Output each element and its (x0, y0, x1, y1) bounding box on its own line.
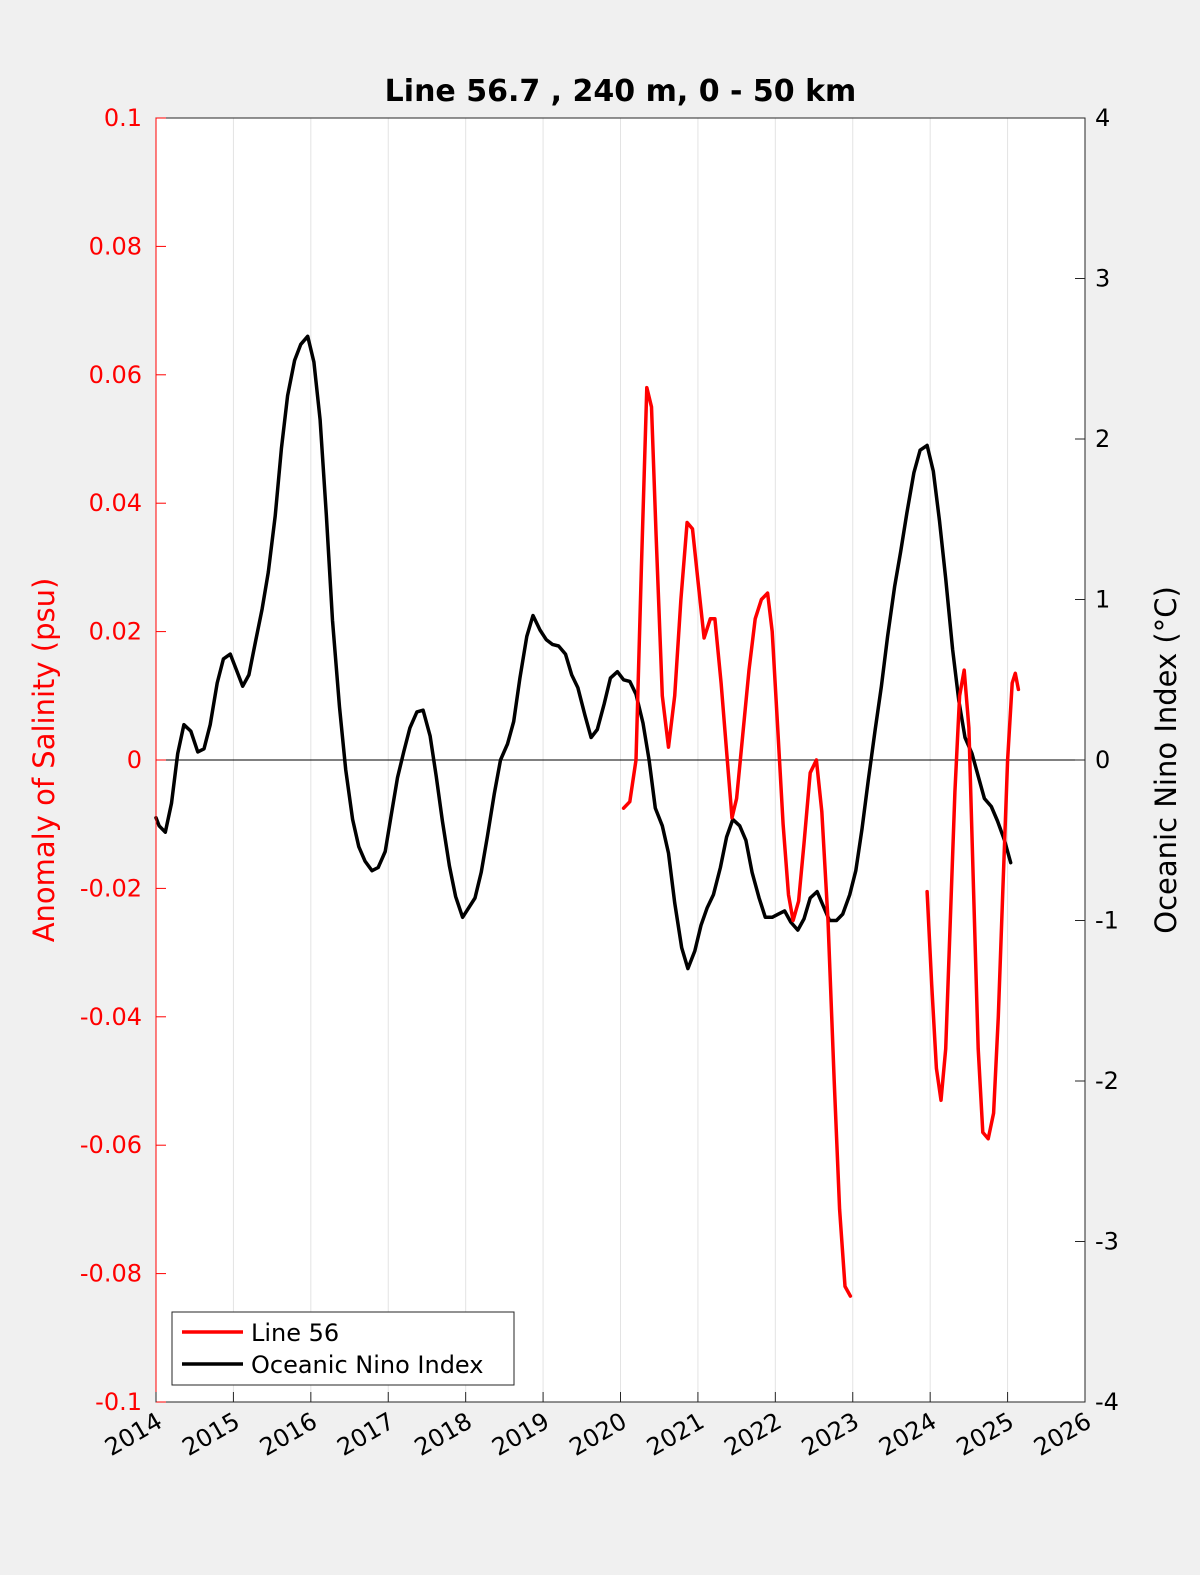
left-tick-label--0.06: -0.06 (80, 1131, 142, 1159)
x-tick-label-2016: 2016 (255, 1407, 322, 1462)
legend-box (171, 1311, 515, 1386)
left-tick-label--0.02: -0.02 (80, 874, 142, 902)
left-y-axis-label: Anomaly of Salinity (psu) (27, 578, 61, 943)
x-tick-label-2024: 2024 (874, 1407, 941, 1462)
right-y-axis-label: Oceanic Nino Index (°C) (1149, 586, 1183, 934)
x-tick-label-2026: 2026 (1029, 1407, 1096, 1462)
legend-label-oni: Oceanic Nino Index (251, 1351, 483, 1379)
right-y-ticks: -4 -3 -2 -1 0 1 2 3 4 (1075, 104, 1119, 1416)
x-tick-label-2015: 2015 (178, 1407, 245, 1462)
left-tick-label-0.02: 0.02 (89, 618, 142, 646)
x-tick-label-2021: 2021 (642, 1407, 709, 1462)
left-tick-label--0.1: -0.1 (95, 1388, 142, 1416)
legend-label-line-56: Line 56 (251, 1319, 339, 1347)
x-tick-label-2020: 2020 (565, 1407, 632, 1462)
x-tick-label-2025: 2025 (952, 1407, 1019, 1462)
left-tick-label--0.08: -0.08 (80, 1260, 142, 1288)
left-tick-label-0.1: 0.1 (104, 104, 142, 132)
right-tick-label-3: 3 (1095, 265, 1110, 293)
left-tick-label-0.04: 0.04 (89, 489, 142, 517)
x-tick-label-2017: 2017 (332, 1407, 399, 1462)
left-tick-label--0.04: -0.04 (80, 1003, 142, 1031)
right-tick-label-0: 0 (1095, 746, 1110, 774)
x-tick-label-2019: 2019 (487, 1407, 554, 1462)
x-tick-label-2018: 2018 (410, 1407, 477, 1462)
left-y-ticks: -0.1 -0.08 -0.06 -0.04 -0.02 0 0.02 0.04 0.06 0.0… (80, 104, 166, 1416)
right-tick-label--1: -1 (1095, 907, 1119, 935)
right-tick-label-2: 2 (1095, 425, 1110, 453)
right-tick-label--4: -4 (1095, 1388, 1119, 1416)
right-tick-label--3: -3 (1095, 1228, 1119, 1256)
left-tick-label-0: 0 (127, 746, 142, 774)
right-tick-label-4: 4 (1095, 104, 1110, 132)
right-tick-label-1: 1 (1095, 586, 1110, 614)
left-tick-label-0.08: 0.08 (89, 232, 142, 260)
x-tick-label-2022: 2022 (719, 1407, 786, 1462)
right-tick-label--2: -2 (1095, 1067, 1119, 1095)
legend: Line 56 Oceanic Nino Index (171, 1311, 515, 1386)
series-layer (154, 334, 1021, 1298)
series-line-oceanic-nino-index-segment-0 (154, 334, 1013, 971)
x-tick-label-2023: 2023 (797, 1407, 864, 1462)
series-line-line-56-segment-0 (621, 385, 853, 1298)
chart-title: Line 56.7 , 240 m, 0 - 50 km (385, 74, 857, 109)
left-tick-label-0.06: 0.06 (89, 361, 142, 389)
series-line-line-56-segment-1 (925, 668, 1021, 1141)
